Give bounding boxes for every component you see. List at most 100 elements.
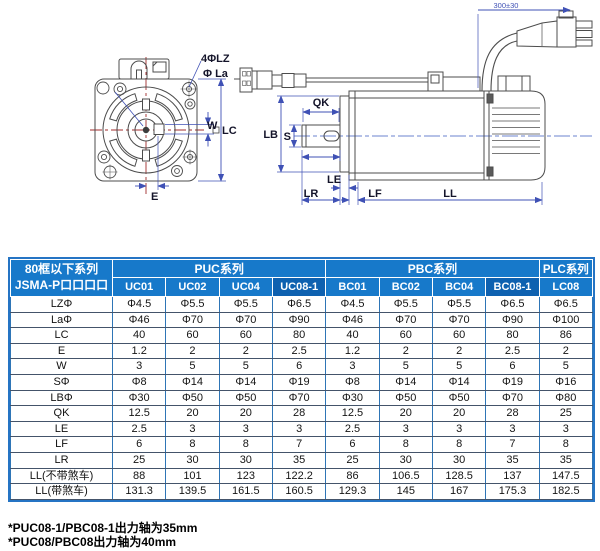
dim-label-key-width: W — [207, 120, 218, 132]
cell-UC04: 8 — [218, 436, 273, 453]
dim-label-key-length: QK — [313, 97, 330, 109]
cell-UC04: 20 — [218, 405, 273, 422]
cell-UC04: 2 — [218, 342, 273, 360]
dim-label-shaft-dia: S — [284, 131, 291, 143]
spec-row: LF 6 8 8 7 6 8 8 7 8 — [10, 436, 594, 453]
cell-BC04: 5 — [431, 358, 487, 375]
dim-label-lr: LR — [304, 188, 319, 200]
spec-row: E 1.2 2 2 2.5 1.2 2 2 2.5 2 — [10, 342, 594, 360]
cell-UC02: 30 — [165, 451, 220, 469]
cell-BC08-1: Φ6.5 — [485, 296, 540, 313]
cell-BC08-1: 3 — [485, 420, 540, 438]
cell-BC04: 167 — [431, 483, 487, 500]
spec-row: LR 25 30 30 35 25 30 30 35 35 — [10, 451, 594, 469]
cell-UC08-1: 7 — [271, 436, 327, 453]
row-label: W — [10, 358, 113, 375]
cell-LC08: 8 — [538, 436, 594, 453]
cell-BC04: 2 — [431, 342, 487, 360]
col-header-BC02: BC02 — [378, 277, 433, 297]
cell-UC01: 12.5 — [111, 405, 167, 422]
cell-UC01: 88 — [111, 467, 167, 485]
flange-plate — [339, 95, 350, 173]
row-label: LZΦ — [10, 296, 113, 313]
dim-label-cable-length: 300±30 — [494, 1, 519, 10]
cell-BC02: Φ50 — [378, 389, 433, 407]
cell-BC02: 8 — [378, 436, 433, 453]
spec-row: SΦ Φ8 Φ14 Φ14 Φ19 Φ8 Φ14 Φ14 Φ19 Φ16 — [10, 373, 594, 391]
cell-UC01: 2.5 — [111, 420, 167, 438]
cell-BC01: 86 — [325, 467, 380, 485]
cell-BC08-1: 7 — [485, 436, 540, 453]
cell-LC08: Φ80 — [538, 389, 594, 407]
cell-UC01: Φ46 — [111, 311, 167, 329]
cell-UC04: 161.5 — [218, 483, 273, 500]
dim-label-bolt-holes: 4ΦLZ — [201, 53, 230, 65]
cell-BC04: 8 — [431, 436, 487, 453]
cell-BC04: 30 — [431, 451, 487, 469]
row-label: SΦ — [10, 373, 113, 391]
cell-BC04: Φ50 — [431, 389, 487, 407]
cell-UC02: 139.5 — [165, 483, 220, 500]
cell-LC08: Φ16 — [538, 373, 594, 391]
cell-BC08-1: 2.5 — [485, 342, 540, 360]
cell-BC01: Φ46 — [325, 311, 380, 329]
spec-table-body: LZΦ Φ4.5 Φ5.5 Φ5.5 Φ6.5 Φ4.5 Φ5.5 Φ5.5 Φ6.5 Φ6.5 L… — [10, 296, 594, 500]
dim-label-frame-size: LC — [222, 125, 237, 137]
cell-LC08: 5 — [538, 358, 594, 375]
dim-label-key-offset: E — [151, 191, 158, 203]
row-label: LR — [10, 451, 113, 469]
cell-LC08: 86 — [538, 327, 594, 344]
spec-row: LZΦ Φ4.5 Φ5.5 Φ5.5 Φ6.5 Φ4.5 Φ5.5 Φ5.5 Φ6.5 Φ6.5 — [10, 296, 594, 313]
cell-UC08-1: 28 — [271, 405, 327, 422]
cell-UC01: 1.2 — [111, 342, 167, 360]
cell-BC04: 20 — [431, 405, 487, 422]
encoder-cable-connector — [234, 67, 428, 93]
cell-BC04: 60 — [431, 327, 487, 344]
spec-row: LE 2.5 3 3 3 2.5 3 3 3 3 — [10, 420, 594, 438]
cell-BC08-1: 137 — [485, 467, 540, 485]
cell-BC02: 30 — [378, 451, 433, 469]
cell-UC08-1: Φ19 — [271, 373, 327, 391]
encoder-cover — [483, 90, 546, 181]
cell-BC02: 60 — [378, 327, 433, 344]
col-header-BC04: BC04 — [431, 277, 487, 297]
cell-BC01: 2.5 — [325, 420, 380, 438]
cell-BC01: Φ4.5 — [325, 296, 380, 313]
dim-label-ll: LL — [443, 188, 457, 200]
col-header-BC08-1: BC08-1 — [485, 277, 540, 297]
cell-UC08-1: Φ6.5 — [271, 296, 327, 313]
motor-front-view: 4ΦLZ Φ La W LC E — [90, 53, 237, 203]
cell-BC04: 3 — [431, 420, 487, 438]
cell-UC01: 3 — [111, 358, 167, 375]
footnote-shaft-35mm: *PUC08-1/PBC08-1出力轴为35mm — [8, 521, 198, 535]
cell-UC02: 60 — [165, 327, 220, 344]
col-header-BC01: BC01 — [325, 277, 380, 297]
cell-UC08-1: 2.5 — [271, 342, 327, 360]
corner-header-line2: JSMA-P口口口口 — [14, 278, 109, 292]
cell-UC01: 131.3 — [111, 483, 167, 500]
cell-UC08-1: 122.2 — [271, 467, 327, 485]
front-dimensions — [135, 78, 226, 190]
dimension-drawings: 4ΦLZ Φ La W LC E — [90, 1, 593, 205]
motor-body — [348, 90, 485, 181]
cell-BC02: Φ70 — [378, 311, 433, 329]
cell-LC08: Φ100 — [538, 311, 594, 329]
row-label: LBΦ — [10, 389, 113, 407]
cell-UC01: Φ8 — [111, 373, 167, 391]
cell-BC08-1: 175.3 — [485, 483, 540, 500]
cell-LC08: 182.5 — [538, 483, 594, 500]
cell-UC04: Φ50 — [218, 389, 273, 407]
cell-UC01: Φ4.5 — [111, 296, 167, 313]
cell-BC02: 2 — [378, 342, 433, 360]
cell-UC02: Φ5.5 — [165, 296, 220, 313]
cell-BC01: 40 — [325, 327, 380, 344]
cell-BC08-1: Φ19 — [485, 373, 540, 391]
corner-header-line1: 80框以下系列 — [24, 262, 99, 277]
cell-LC08: 2 — [538, 342, 594, 360]
cell-BC01: 1.2 — [325, 342, 380, 360]
cell-BC01: 3 — [325, 358, 380, 375]
cell-BC02: 106.5 — [378, 467, 433, 485]
row-label: LF — [10, 436, 113, 453]
cell-UC08-1: Φ90 — [271, 311, 327, 329]
cell-UC01: 6 — [111, 436, 167, 453]
